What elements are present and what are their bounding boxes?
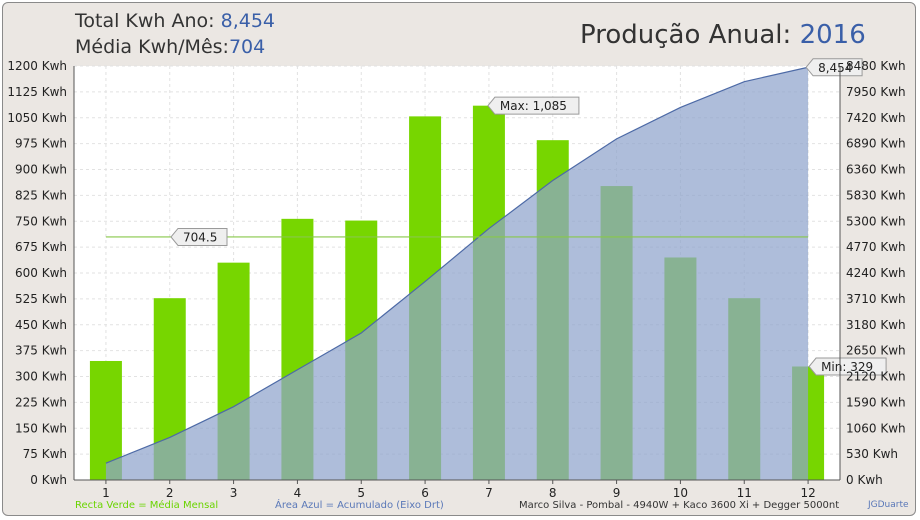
footer-blue-note: Área Azul = Acumulado (Eixo Drt) bbox=[275, 500, 444, 511]
x-tick-label: 3 bbox=[230, 486, 238, 500]
min-label: Min: 329 bbox=[821, 360, 873, 374]
right-tick-label: 0 Kwh bbox=[846, 473, 883, 487]
left-tick-label: 1050 Kwh bbox=[7, 111, 67, 125]
right-tick-label: 4240 Kwh bbox=[846, 266, 906, 280]
right-tick-label: 2120 Kwh bbox=[846, 370, 906, 384]
x-tick-label: 12 bbox=[800, 486, 815, 500]
left-tick-label: 975 Kwh bbox=[15, 137, 67, 151]
right-tick-label: 3180 Kwh bbox=[846, 318, 906, 332]
right-tick-label: 3710 Kwh bbox=[846, 292, 906, 306]
total-kwh-value: 8,454 bbox=[220, 10, 276, 32]
left-tick-label: 1200 Kwh bbox=[7, 59, 67, 73]
left-tick-label: 900 Kwh bbox=[15, 163, 67, 177]
mean-kwh-label: Média Kwh/Mês: bbox=[75, 36, 229, 58]
left-tick-label: 825 Kwh bbox=[15, 188, 67, 202]
x-tick-label: 7 bbox=[485, 486, 493, 500]
left-tick-label: 750 Kwh bbox=[15, 214, 67, 228]
cumulative-line bbox=[105, 66, 809, 464]
footer-green-note: Recta Verde = Média Mensal bbox=[75, 500, 219, 511]
annual-production-title: Produção Anual: 2016 bbox=[580, 20, 866, 50]
right-tick-label: 5830 Kwh bbox=[846, 188, 906, 202]
total-kwh-label: Total Kwh Ano: bbox=[75, 10, 215, 32]
right-tick-label: 530 Kwh bbox=[846, 447, 898, 461]
right-tick-label: 1590 Kwh bbox=[846, 395, 906, 409]
right-tick-label: 7420 Kwh bbox=[846, 111, 906, 125]
left-tick-label: 375 Kwh bbox=[15, 344, 67, 358]
total-label: 8,454 bbox=[818, 61, 852, 75]
mean-label-box bbox=[170, 227, 228, 246]
x-tick-label: 6 bbox=[421, 486, 429, 500]
footer-credit: JGDuarte bbox=[868, 500, 909, 510]
right-tick-label: 1060 Kwh bbox=[846, 421, 906, 435]
x-tick-label: 5 bbox=[357, 486, 365, 500]
left-tick-label: 225 Kwh bbox=[15, 395, 67, 409]
title-label: Produção Anual: bbox=[580, 20, 792, 50]
total-kwh-header: Total Kwh Ano: 8,454 bbox=[75, 10, 275, 32]
right-tick-label: 2650 Kwh bbox=[846, 344, 906, 358]
x-tick-label: 11 bbox=[737, 486, 752, 500]
left-tick-label: 1125 Kwh bbox=[7, 85, 67, 99]
left-tick-label: 675 Kwh bbox=[15, 240, 67, 254]
left-tick-label: 525 Kwh bbox=[15, 292, 67, 306]
cumulative-area bbox=[105, 67, 809, 480]
total-label-box bbox=[805, 58, 863, 77]
x-tick-label: 1 bbox=[102, 486, 110, 500]
max-label-box bbox=[487, 96, 580, 115]
title-year: 2016 bbox=[799, 20, 866, 50]
right-tick-label: 6890 Kwh bbox=[846, 137, 906, 151]
min-label-box bbox=[808, 357, 887, 376]
right-tick-label: 8480 Kwh bbox=[846, 59, 906, 73]
right-tick-label: 7950 Kwh bbox=[846, 85, 906, 99]
right-tick-label: 5300 Kwh bbox=[846, 214, 906, 228]
right-tick-label: 4770 Kwh bbox=[846, 240, 906, 254]
left-tick-label: 600 Kwh bbox=[15, 266, 67, 280]
left-tick-label: 150 Kwh bbox=[15, 421, 67, 435]
max-label: Max: 1,085 bbox=[500, 99, 567, 113]
mean-label: 704.5 bbox=[183, 230, 217, 244]
footer-system-info: Marco Silva - Pombal - 4940W + Kaco 3600… bbox=[519, 500, 840, 511]
x-tick-label: 4 bbox=[294, 486, 302, 500]
left-tick-label: 450 Kwh bbox=[15, 318, 67, 332]
x-tick-label: 2 bbox=[166, 486, 174, 500]
x-tick-label: 9 bbox=[613, 486, 621, 500]
left-tick-label: 75 Kwh bbox=[23, 447, 67, 461]
mean-kwh-header: Média Kwh/Mês:704 bbox=[75, 36, 265, 58]
x-tick-label: 8 bbox=[549, 486, 557, 500]
left-tick-label: 0 Kwh bbox=[30, 473, 67, 487]
x-tick-label: 10 bbox=[673, 486, 688, 500]
mean-kwh-value: 704 bbox=[228, 36, 266, 58]
right-tick-label: 6360 Kwh bbox=[846, 163, 906, 177]
left-tick-label: 300 Kwh bbox=[15, 370, 67, 384]
